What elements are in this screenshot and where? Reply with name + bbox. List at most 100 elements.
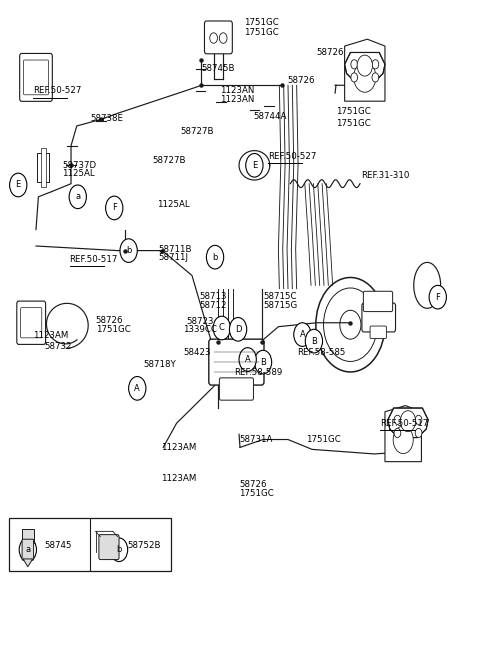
Circle shape: [110, 538, 128, 562]
Text: 1123AM: 1123AM: [161, 474, 196, 483]
Text: 58731A: 58731A: [239, 435, 273, 444]
Text: 1751GC: 1751GC: [336, 119, 371, 128]
Text: 58713: 58713: [199, 292, 227, 301]
Text: 1123AM: 1123AM: [33, 331, 68, 340]
Text: A: A: [245, 355, 251, 364]
Text: 58711B: 58711B: [158, 245, 192, 254]
Text: 1751GC: 1751GC: [244, 28, 278, 37]
Text: 1123AN: 1123AN: [220, 86, 254, 95]
Bar: [37, 153, 49, 182]
Text: 58726: 58726: [317, 48, 344, 57]
Text: REF.50-527: REF.50-527: [268, 152, 316, 161]
Circle shape: [415, 415, 422, 424]
Circle shape: [213, 316, 230, 340]
Text: 58737D: 58737D: [62, 161, 96, 170]
Circle shape: [10, 173, 27, 197]
Circle shape: [324, 288, 377, 361]
Circle shape: [305, 329, 323, 353]
Text: 1751GC: 1751GC: [336, 107, 371, 116]
Text: D: D: [235, 325, 241, 334]
Text: 1125AL: 1125AL: [62, 169, 95, 178]
Circle shape: [229, 318, 247, 341]
FancyBboxPatch shape: [209, 339, 264, 385]
Text: 58423: 58423: [183, 348, 211, 358]
Circle shape: [219, 33, 227, 43]
Circle shape: [354, 62, 376, 92]
Circle shape: [316, 277, 385, 372]
Circle shape: [351, 73, 358, 82]
Text: b: b: [116, 545, 122, 554]
Text: 58752B: 58752B: [127, 541, 161, 550]
PathPatch shape: [385, 405, 421, 462]
Text: REF.50-517: REF.50-517: [380, 419, 429, 428]
Text: A: A: [134, 384, 140, 393]
FancyBboxPatch shape: [99, 535, 119, 560]
Text: 58712: 58712: [199, 300, 227, 310]
Text: a: a: [75, 192, 80, 201]
FancyBboxPatch shape: [363, 291, 393, 312]
Text: a: a: [25, 545, 30, 554]
FancyBboxPatch shape: [24, 60, 48, 94]
Text: b: b: [212, 253, 218, 262]
Circle shape: [393, 426, 413, 453]
Text: 58727B: 58727B: [153, 156, 186, 165]
Text: C: C: [219, 323, 225, 333]
Circle shape: [372, 73, 379, 82]
Text: 58715C: 58715C: [263, 292, 297, 301]
FancyBboxPatch shape: [22, 539, 34, 560]
Text: 58726: 58726: [287, 75, 314, 85]
Text: E: E: [16, 180, 21, 190]
Polygon shape: [345, 52, 385, 82]
Circle shape: [394, 428, 401, 438]
FancyBboxPatch shape: [219, 378, 253, 400]
Text: 58711J: 58711J: [158, 253, 188, 262]
Bar: [9, 518, 171, 571]
Circle shape: [394, 415, 401, 424]
Text: 58726: 58726: [95, 316, 122, 325]
Text: B: B: [260, 358, 266, 367]
Text: 58732: 58732: [44, 342, 72, 351]
Text: 1751GC: 1751GC: [306, 435, 341, 444]
Text: REF.58-589: REF.58-589: [234, 368, 283, 377]
Circle shape: [340, 310, 361, 339]
Text: 1751GC: 1751GC: [96, 325, 131, 334]
Text: 58727B: 58727B: [180, 127, 214, 136]
Circle shape: [372, 60, 379, 69]
Circle shape: [351, 60, 358, 69]
Text: REF.31-310: REF.31-310: [361, 171, 409, 180]
Circle shape: [429, 285, 446, 309]
Circle shape: [69, 185, 86, 209]
Text: 58726: 58726: [239, 480, 266, 489]
Circle shape: [415, 428, 422, 438]
Text: 58718Y: 58718Y: [143, 359, 176, 369]
FancyBboxPatch shape: [17, 301, 46, 344]
PathPatch shape: [345, 39, 385, 101]
Text: 1751GC: 1751GC: [244, 18, 278, 28]
Circle shape: [400, 411, 416, 432]
Text: 58715G: 58715G: [263, 300, 297, 310]
Text: REF.50-527: REF.50-527: [33, 86, 81, 95]
Circle shape: [19, 538, 36, 562]
Text: 1339CC: 1339CC: [183, 325, 217, 335]
Text: 1751GC: 1751GC: [239, 489, 274, 498]
FancyBboxPatch shape: [20, 53, 52, 101]
Circle shape: [254, 350, 272, 374]
Circle shape: [294, 323, 311, 346]
Text: 1125AL: 1125AL: [157, 200, 190, 209]
Text: A: A: [300, 330, 305, 339]
FancyBboxPatch shape: [204, 21, 232, 54]
Circle shape: [239, 348, 256, 371]
Text: REF.50-517: REF.50-517: [70, 255, 118, 264]
Polygon shape: [23, 559, 33, 567]
Text: 58745: 58745: [44, 541, 72, 550]
Circle shape: [246, 154, 263, 177]
Text: B: B: [311, 337, 317, 346]
Text: 1123AM: 1123AM: [161, 443, 196, 452]
Text: F: F: [435, 293, 440, 302]
Bar: [41, 148, 46, 187]
Text: 1123AN: 1123AN: [220, 95, 254, 104]
Circle shape: [210, 33, 217, 43]
Circle shape: [106, 196, 123, 220]
Text: REF.58-585: REF.58-585: [297, 348, 345, 358]
Text: b: b: [126, 246, 132, 255]
